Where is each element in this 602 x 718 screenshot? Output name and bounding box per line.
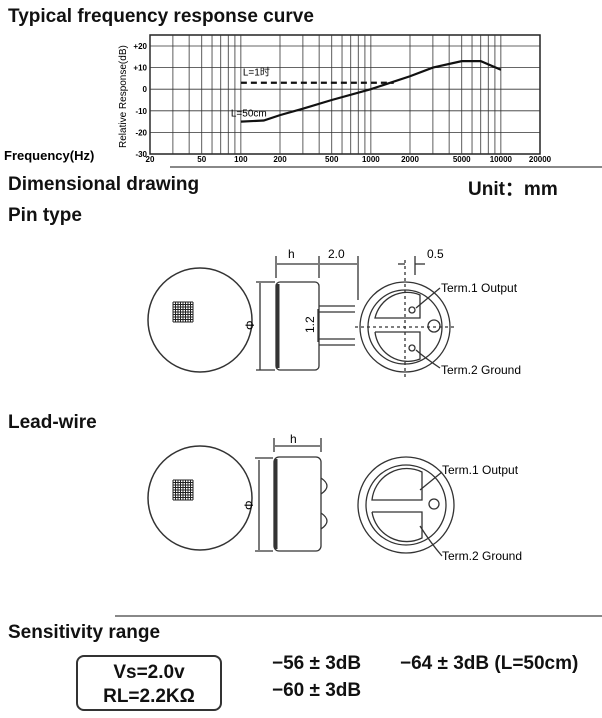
series-label: L=50cm (231, 109, 267, 120)
dim-1-2: 1.2 (303, 316, 317, 333)
lead-wire-heading: Lead-wire (8, 412, 97, 433)
plot-border (149, 34, 541, 155)
lead-wire-drawing: h Φ Term.1 Output Term.2 Ground (147, 432, 522, 563)
x-tick-label: 2000 (401, 155, 419, 164)
sensitivity-value: −64 ± 3dB (L=50cm) (400, 653, 579, 674)
sensitivity-value: −60 ± 3dB (272, 680, 362, 701)
x-tick-label: 5000 (453, 155, 471, 164)
y-tick-label: 0 (143, 85, 148, 94)
term2-label: Term.2 Ground (442, 549, 522, 563)
mesh-face-view (147, 445, 253, 551)
dim-h: h (290, 432, 297, 446)
term2-label: Term.2 Ground (441, 363, 521, 377)
rear-view (355, 256, 455, 380)
dim-phi: Φ (242, 500, 256, 510)
side-view (255, 438, 328, 552)
supply-voltage: Vs=2.0v (113, 662, 185, 683)
y-tick-label: +10 (133, 64, 147, 73)
side-view (256, 256, 359, 371)
x-tick-label: 50 (197, 155, 206, 164)
dim-h: h (288, 247, 295, 261)
x-tick-label: 1000 (362, 155, 380, 164)
y-tick-label: -30 (135, 150, 147, 159)
pin-type-drawing: h 2.0 Φ 1.2 0.5 Term.1 Output Term.2 Gro… (147, 247, 521, 380)
load-resistance: RL=2.2KΩ (103, 686, 195, 707)
y-tick-label: -20 (135, 128, 147, 137)
x-axis-label: Frequency(Hz) (4, 148, 94, 163)
x-tick-label: 200 (273, 155, 287, 164)
dimensional-drawing-heading: Dimensional drawing (8, 174, 200, 195)
frequency-response-chart: Frequency(Hz) Relative Response(dB) 20 50… (4, 34, 552, 164)
unit-label: Unit：mm (468, 179, 558, 200)
dim-2-0: 2.0 (328, 247, 345, 261)
x-tick-label: 20000 (529, 155, 552, 164)
dim-0-5: 0.5 (427, 247, 444, 261)
dim-phi: Φ (243, 320, 257, 330)
rear-view (357, 456, 455, 557)
x-tick-label: 10000 (490, 155, 513, 164)
sensitivity-value: −56 ± 3dB (272, 653, 362, 674)
pin-type-heading: Pin type (8, 205, 82, 226)
x-tick-label: 100 (234, 155, 248, 164)
test-condition-box: Vs=2.0v RL=2.2KΩ (76, 655, 222, 711)
series-label: L=1时 (243, 67, 270, 79)
y-tick-label: -10 (135, 107, 147, 116)
sensitivity-heading: Sensitivity range (8, 622, 161, 643)
y-tick-label: +20 (133, 42, 147, 51)
x-tick-label: 500 (325, 155, 339, 164)
freq-response-title: Typical frequency response curve (8, 6, 314, 27)
mesh-face-view (147, 267, 253, 373)
term1-label: Term.1 Output (442, 463, 519, 477)
series-line-solid (240, 60, 502, 123)
y-axis-label: Relative Response(dB) (118, 45, 129, 148)
x-tick-label: 20 (146, 155, 155, 164)
term1-label: Term.1 Output (441, 281, 518, 295)
